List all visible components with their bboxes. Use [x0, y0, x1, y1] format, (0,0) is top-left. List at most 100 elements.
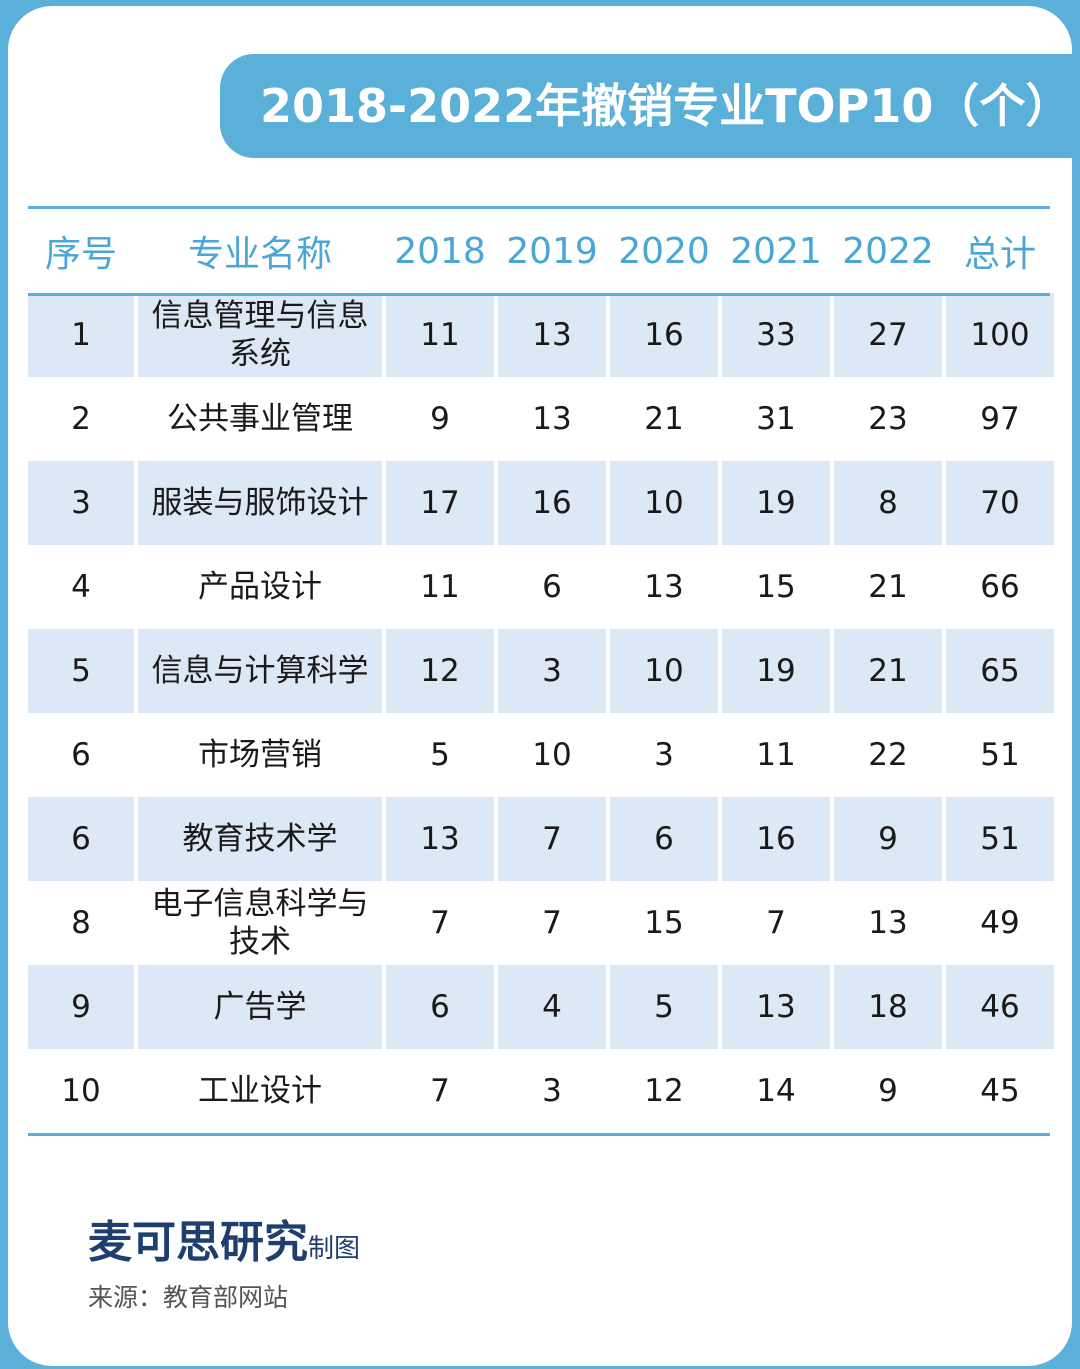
value-cell-total: 65: [946, 629, 1054, 713]
value-cell-2020: 5: [610, 965, 718, 1049]
value-cell-2019: 7: [498, 797, 606, 881]
value-cell-2018: 7: [386, 1049, 494, 1133]
value-cell-2019: 16: [498, 461, 606, 545]
value-cell-2020: 21: [610, 377, 718, 461]
value-cell-total: 51: [946, 713, 1054, 797]
value-cell-2022: 8: [834, 461, 942, 545]
value-cell-2021: 13: [722, 965, 830, 1049]
value-cell-2022: 13: [834, 881, 942, 965]
value-cell-2018: 17: [386, 461, 494, 545]
value-cell-2018: 11: [386, 545, 494, 629]
major-name-cell: 信息管理与信息系统: [138, 293, 382, 377]
value-cell-2021: 19: [722, 629, 830, 713]
header-cell-2021: 2021: [730, 230, 822, 272]
table-row: 9 广告学 6 4 5 13 18 46: [28, 965, 1054, 1049]
value-cell-total: 51: [946, 797, 1054, 881]
major-name-cell: 教育技术学: [138, 797, 382, 881]
brand-credit: 麦可思研究制图: [88, 1206, 360, 1270]
value-cell-2019: 7: [498, 881, 606, 965]
value-cell-total: 45: [946, 1049, 1054, 1133]
value-cell-2019: 10: [498, 713, 606, 797]
value-cell-2018: 11: [386, 293, 494, 377]
major-name-cell: 广告学: [138, 965, 382, 1049]
value-cell-2022: 27: [834, 293, 942, 377]
value-cell-2019: 13: [498, 293, 606, 377]
value-cell-total: 66: [946, 545, 1054, 629]
bottom-rule: [28, 1133, 1050, 1136]
header-cell-2022: 2022: [842, 230, 934, 272]
value-cell-2022: 9: [834, 797, 942, 881]
header-cell-total: 总计: [963, 234, 1036, 275]
major-name-cell: 工业设计: [138, 1049, 382, 1133]
value-cell-total: 70: [946, 461, 1054, 545]
header-row: 序号 专业名称 2018 2019 2020 2021 2022 总计: [28, 209, 1054, 293]
top-rule: [28, 206, 1050, 209]
table-row: 10 工业设计 7 3 12 14 9 45: [28, 1049, 1054, 1133]
value-cell-2020: 16: [610, 293, 718, 377]
value-cell-2020: 10: [610, 629, 718, 713]
value-cell-2020: 13: [610, 545, 718, 629]
rank-cell: 10: [28, 1049, 134, 1133]
value-cell-2020: 10: [610, 461, 718, 545]
value-cell-2022: 23: [834, 377, 942, 461]
value-cell-2019: 13: [498, 377, 606, 461]
value-cell-2022: 9: [834, 1049, 942, 1133]
value-cell-2020: 12: [610, 1049, 718, 1133]
title-banner: 2018-2022年撤销专业TOP10（个）: [220, 54, 1072, 158]
header-cell-2019: 2019: [506, 230, 598, 272]
major-name-cell: 电子信息科学与技术: [138, 881, 382, 965]
value-cell-total: 49: [946, 881, 1054, 965]
chart-title: 2018-2022年撤销专业TOP10（个）: [260, 79, 1072, 133]
value-cell-total: 100: [946, 293, 1054, 377]
value-cell-total: 46: [946, 965, 1054, 1049]
major-name-cell: 公共事业管理: [138, 377, 382, 461]
value-cell-2021: 19: [722, 461, 830, 545]
header-cell-name: 专业名称: [187, 234, 332, 275]
rank-cell: 1: [28, 293, 134, 377]
rank-cell: 9: [28, 965, 134, 1049]
value-cell-2021: 14: [722, 1049, 830, 1133]
value-cell-2019: 6: [498, 545, 606, 629]
value-cell-2020: 3: [610, 713, 718, 797]
major-name-cell: 产品设计: [138, 545, 382, 629]
value-cell-2021: 7: [722, 881, 830, 965]
value-cell-2020: 15: [610, 881, 718, 965]
major-name-cell: 市场营销: [138, 713, 382, 797]
major-name-cell: 信息与计算科学: [138, 629, 382, 713]
brand-suffix: 制图: [308, 1234, 361, 1264]
value-cell-2019: 3: [498, 629, 606, 713]
rank-cell: 2: [28, 377, 134, 461]
header-cell-2020: 2020: [618, 230, 710, 272]
table-row: 3 服装与服饰设计 17 16 10 19 8 70: [28, 461, 1054, 545]
value-cell-2021: 31: [722, 377, 830, 461]
rank-cell: 6: [28, 797, 134, 881]
major-name-cell: 服装与服饰设计: [138, 461, 382, 545]
table-row: 6 市场营销 5 10 3 11 22 51: [28, 713, 1054, 797]
table-row: 5 信息与计算科学 12 3 10 19 21 65: [28, 629, 1054, 713]
rank-cell: 8: [28, 881, 134, 965]
rank-cell: 6: [28, 713, 134, 797]
value-cell-2018: 12: [386, 629, 494, 713]
value-cell-2021: 15: [722, 545, 830, 629]
brand-name: 麦可思研究: [88, 1217, 308, 1268]
value-cell-2021: 16: [722, 797, 830, 881]
value-cell-2018: 5: [386, 713, 494, 797]
value-cell-2022: 18: [834, 965, 942, 1049]
data-table: 序号 专业名称 2018 2019 2020 2021 2022 总计 1 信息管…: [24, 209, 1058, 1133]
value-cell-2018: 9: [386, 377, 494, 461]
value-cell-2019: 3: [498, 1049, 606, 1133]
value-cell-2021: 11: [722, 713, 830, 797]
header-cell-index: 序号: [44, 234, 117, 275]
table-row: 4 产品设计 11 6 13 15 21 66: [28, 545, 1054, 629]
value-cell-2020: 6: [610, 797, 718, 881]
table-row: 2 公共事业管理 9 13 21 31 23 97: [28, 377, 1054, 461]
rank-cell: 3: [28, 461, 134, 545]
rank-cell: 4: [28, 545, 134, 629]
table-body: 1 信息管理与信息系统 11 13 16 33 27 100 2 公共事业管理 9 13 21 31 23 9…: [28, 293, 1054, 1133]
value-cell-2018: 13: [386, 797, 494, 881]
value-cell-2021: 33: [722, 293, 830, 377]
table-row: 8 电子信息科学与技术 7 7 15 7 13 49: [28, 881, 1054, 965]
table-row: 1 信息管理与信息系统 11 13 16 33 27 100: [28, 293, 1054, 377]
value-cell-2018: 6: [386, 965, 494, 1049]
